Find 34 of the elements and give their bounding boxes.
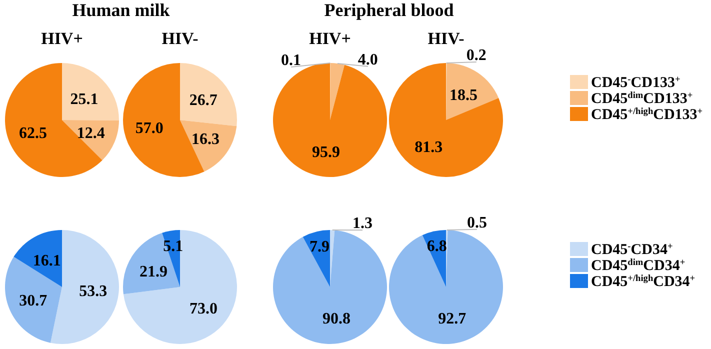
data-label: 25.1 [70,90,98,108]
data-label: 30.7 [19,292,48,310]
data-label: 81.3 [414,139,443,156]
legend-label: CD45$^{dim}$CD34$^{+}$ [591,258,686,274]
legend-label: CD45$^{-}$CD133$^{+}$ [591,75,680,91]
data-label: 57.0 [135,120,164,137]
data-label: 21.9 [139,263,168,280]
legend-label: CD45$^{dim}$CD133$^{+}$ [591,91,693,107]
legend-label: CD45$^{-}$CD34$^{+}$ [591,242,673,258]
data-label: 18.5 [450,87,478,104]
chart-subtitle: Human milk [72,0,170,20]
data-label: 0.2 [466,47,486,64]
chart-title: HIV+ [41,29,83,48]
data-label: 12.4 [76,125,105,142]
data-label: 92.7 [438,310,466,328]
data-label: 7.9 [310,238,330,256]
data-label: 95.9 [312,144,340,162]
data-label: 1.3 [352,215,373,232]
chart-title: HIV+ [309,29,351,48]
data-label: 16.3 [192,131,220,148]
data-label: 4.0 [358,51,378,68]
data-label: 53.3 [79,283,108,300]
data-label: 26.7 [189,92,218,110]
chart-subtitle: Peripheral blood [324,0,454,20]
data-label: 0.1 [281,52,302,70]
data-label: 16.1 [32,252,61,270]
data-label: 90.8 [322,310,350,328]
data-label: 0.5 [466,214,487,232]
data-label: 62.5 [19,124,48,142]
chart-title: HIV- [428,29,465,48]
legend-label: CD45$^{+/high}$CD133$^{+}$ [591,107,703,123]
legend-label: CD45$^{+/high}$CD34$^{+}$ [591,274,696,290]
chart-title: HIV- [162,29,199,48]
data-label: 73.0 [190,300,218,318]
